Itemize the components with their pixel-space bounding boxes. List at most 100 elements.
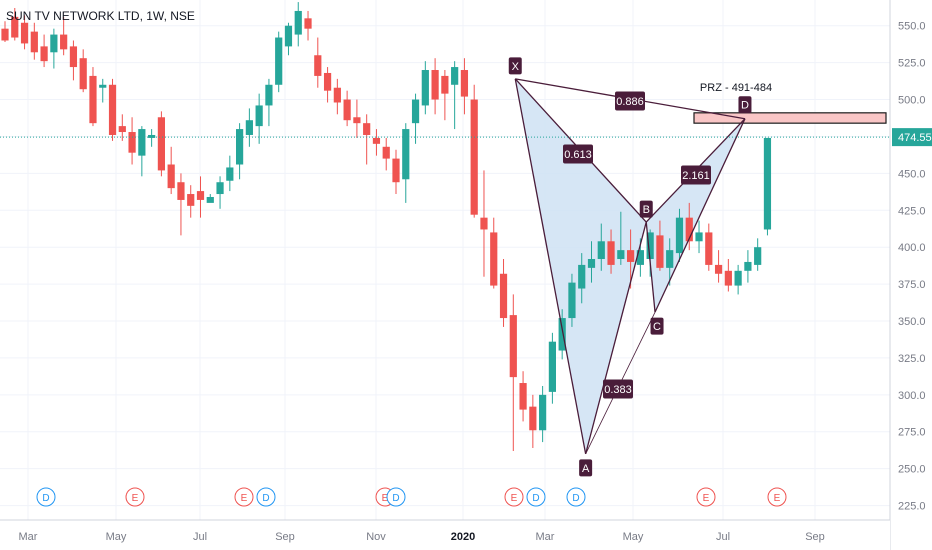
candle-body (666, 250, 674, 268)
candle-body (627, 250, 635, 262)
candle-body (451, 67, 459, 85)
event-marker-label: D (532, 493, 539, 504)
price-tick-label: 400.0 (898, 242, 926, 254)
candle-body (617, 250, 625, 259)
event-marker-label: E (382, 493, 389, 504)
event-marker-label: D (392, 493, 399, 504)
price-tick-label: 550.0 (898, 21, 926, 33)
earnings-marker (767, 487, 787, 507)
candle-body (460, 70, 469, 97)
candle-body (675, 217, 684, 254)
dividend-marker (256, 487, 276, 507)
price-tick-label: 500.0 (898, 95, 926, 107)
pattern-point-box (650, 317, 664, 335)
price-tick-label: 250.0 (898, 464, 926, 476)
candles (1, 2, 772, 451)
price-tick-label: 275.0 (898, 427, 926, 439)
ratio-label-box (615, 91, 645, 111)
pattern-point-label: A (582, 463, 590, 475)
time-tick-label: Jul (716, 531, 730, 543)
event-marker-label: E (703, 493, 710, 504)
candle-body (490, 232, 498, 286)
ratio-label: 2.161 (682, 170, 710, 182)
ratio-label-box (563, 144, 593, 164)
candle-body (529, 406, 537, 431)
candle-body (597, 241, 605, 259)
candle-body (343, 99, 351, 121)
time-tick-label: May (106, 531, 127, 543)
grid-lines (0, 0, 890, 520)
candle-body (157, 117, 165, 171)
last-price-tag: 474.55 (898, 132, 932, 144)
event-marker-label: E (241, 493, 248, 504)
candle-body (236, 129, 244, 165)
bc-leg (645, 222, 656, 313)
candle-body (118, 126, 126, 133)
pattern-point-box (508, 57, 522, 75)
candle-body (304, 18, 312, 29)
candle-body (548, 341, 556, 392)
candle-body (744, 261, 752, 271)
candle-body (685, 217, 693, 242)
candle-body (255, 105, 263, 127)
candle-body (128, 132, 136, 153)
candle-body (568, 282, 576, 319)
candle-body (40, 46, 48, 62)
cd-leg (654, 118, 746, 313)
event-marker-label: E (511, 493, 518, 504)
candle-body (187, 194, 195, 206)
pattern-point-label: X (512, 61, 520, 73)
candle-body (754, 247, 762, 265)
dividend-marker (526, 487, 546, 507)
symbol-title: SUN TV NETWORK LTD, 1W, NSE (6, 9, 195, 23)
candle-body (314, 55, 322, 76)
candle-body (763, 137, 772, 230)
time-axis-bg (0, 520, 890, 550)
dividend-marker (36, 487, 56, 507)
pattern-point-label: D (741, 100, 749, 112)
candle-body (578, 264, 586, 289)
candle-body (714, 264, 723, 274)
price-tick-label: 425.0 (898, 205, 926, 217)
price-tick-label: 225.0 (898, 501, 926, 513)
time-tick-label: Nov (366, 531, 386, 543)
candle-body (196, 191, 205, 200)
candle-body (265, 84, 273, 106)
candle-body (99, 84, 107, 88)
candle-body (509, 315, 517, 378)
candle-body (607, 241, 615, 265)
pattern-overlay: 0.613 0.383 2.161 0.886 X A B C D PRZ - 491-484 (0, 57, 890, 477)
candle-body (1, 28, 9, 41)
price-tick-label: 525.0 (898, 58, 926, 70)
candle-body (724, 270, 732, 286)
candle-body (323, 72, 332, 91)
pattern-point-label: C (653, 321, 661, 333)
candle-body (294, 10, 302, 35)
ratio-label: 0.886 (616, 96, 644, 108)
time-tick-label: Sep (275, 531, 295, 543)
ab-leg (585, 221, 647, 455)
candle-body (353, 117, 361, 124)
last-price-tag-box (892, 128, 932, 147)
pattern-point-box (738, 96, 752, 114)
price-tick-label: 375.0 (898, 279, 926, 291)
time-tick-label: Mar (536, 531, 555, 543)
candle-body (470, 99, 478, 215)
price-axis-bg (890, 0, 932, 550)
candle-body (89, 75, 97, 124)
time-tick-label: Jul (193, 531, 207, 543)
candle-body (167, 164, 175, 189)
candle-body (333, 87, 341, 103)
candle-body (284, 25, 293, 47)
harmonic-pattern (515, 78, 887, 454)
candle-body (20, 22, 29, 44)
candle-body (587, 259, 596, 268)
candle-body (431, 70, 439, 100)
candle-body (79, 58, 87, 90)
ratio-label-box (681, 165, 711, 185)
pattern-point-box (579, 459, 593, 477)
event-marker-label: E (774, 493, 781, 504)
pattern-point-label: B (643, 204, 650, 216)
candle-body (499, 273, 508, 319)
